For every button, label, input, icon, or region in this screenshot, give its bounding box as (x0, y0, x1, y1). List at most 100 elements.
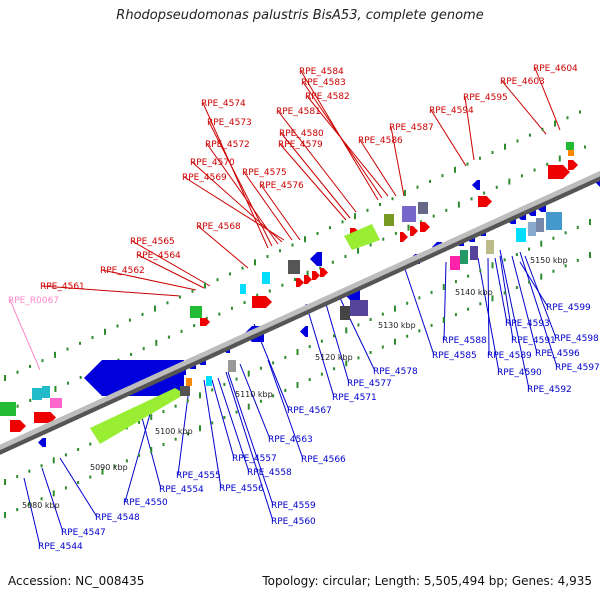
gene-feature-box[interactable] (384, 214, 394, 226)
gene-label-forward: RPE_4561 (40, 282, 85, 292)
reverse-track-tick (528, 247, 531, 251)
reverse-gene-arrow[interactable] (84, 360, 184, 396)
reverse-track-tick (345, 360, 348, 367)
forward-track-tick (216, 278, 219, 282)
reverse-track-tick (589, 219, 591, 225)
gene-feature-box[interactable] (566, 142, 574, 150)
label-leader-line (487, 257, 490, 356)
gene-label-reverse: RPE_4563 (268, 435, 313, 445)
reverse-track-tick (16, 508, 19, 512)
gene-feature-box[interactable] (262, 272, 270, 284)
forward-track-tick (470, 197, 473, 201)
forward-gene-arrow[interactable] (410, 226, 418, 236)
forward-gene-arrow[interactable] (200, 318, 210, 326)
gene-feature-box[interactable] (288, 260, 300, 274)
gene-feature-box[interactable] (568, 150, 574, 156)
reverse-track-tick (223, 416, 226, 419)
gene-feature-box[interactable] (460, 250, 468, 264)
forward-track-tick (155, 339, 158, 346)
forward-track-tick (154, 305, 156, 312)
reverse-gene-arrow[interactable] (300, 326, 308, 337)
forward-track-tick (533, 168, 536, 172)
reverse-track-tick (296, 382, 299, 388)
gene-feature-box[interactable] (516, 228, 526, 242)
reverse-gene-arrow[interactable] (472, 180, 480, 190)
forward-gene-arrow[interactable] (320, 268, 328, 277)
gene-label-reverse: RPE_4560 (271, 517, 316, 527)
reverse-track-tick (406, 334, 409, 338)
gene-feature-box[interactable] (180, 386, 190, 396)
forward-gene-arrow[interactable] (304, 275, 312, 284)
gene-feature-box[interactable] (350, 300, 368, 316)
gene-label-forward: RPE_4570 (190, 158, 235, 168)
forward-gene-arrow[interactable] (344, 224, 380, 250)
gene-feature-box[interactable] (536, 218, 544, 232)
reverse-track-tick (589, 252, 591, 258)
forward-gene-arrow[interactable] (34, 412, 56, 423)
forward-track-tick (516, 139, 519, 143)
label-leader-line (211, 379, 235, 459)
genome-backbone (0, 170, 600, 451)
gene-label-reverse: RPE_4544 (38, 542, 83, 552)
gene-label-forward: RPE_4579 (278, 140, 323, 150)
forward-track-tick (394, 231, 397, 235)
gene-feature-box[interactable] (206, 376, 212, 386)
gene-label-reverse: RPE_4588 (442, 336, 487, 346)
forward-gene-arrow[interactable] (548, 165, 570, 179)
forward-gene-arrow[interactable] (90, 388, 185, 444)
reverse-track-tick (576, 225, 579, 229)
forward-track-tick (229, 272, 231, 276)
gene-feature-box[interactable] (470, 246, 478, 260)
gene-feature-box[interactable] (486, 240, 494, 254)
reverse-track-tick (320, 339, 323, 343)
reverse-track-tick (272, 361, 275, 365)
gene-feature-box[interactable] (528, 222, 536, 236)
gene-feature-box[interactable] (42, 386, 50, 398)
gene-feature-box[interactable] (0, 402, 16, 416)
gene-feature-box[interactable] (186, 378, 192, 386)
gene-feature-box[interactable] (50, 398, 62, 408)
gene-feature-box[interactable] (190, 306, 202, 318)
reverse-track-tick (186, 432, 189, 436)
gene-feature-box[interactable] (402, 206, 416, 222)
reverse-track-tick (430, 323, 433, 327)
forward-gene-arrow[interactable] (296, 278, 304, 287)
gene-feature-box[interactable] (418, 202, 428, 214)
reverse-track-tick (369, 318, 372, 321)
forward-track-tick (16, 404, 19, 408)
gene-feature-box[interactable] (340, 306, 350, 320)
forward-gene-arrow[interactable] (10, 420, 26, 432)
reverse-track-tick (503, 291, 506, 295)
gene-feature-box[interactable] (450, 256, 460, 270)
forward-gene-arrow[interactable] (420, 222, 430, 232)
gene-label-forward: RPE_4594 (429, 106, 474, 116)
reverse-track-tick (381, 312, 384, 316)
label-leader-line (443, 261, 447, 341)
gene-label-forward: RPE_4604 (533, 64, 578, 74)
label-leader-line (499, 255, 514, 341)
reverse-gene-arrow[interactable] (38, 438, 46, 447)
forward-gene-arrow[interactable] (312, 271, 320, 280)
label-leader-line (131, 240, 211, 287)
reverse-track-tick (64, 453, 67, 457)
gene-feature-box[interactable] (32, 388, 42, 400)
forward-gene-arrow[interactable] (478, 196, 492, 207)
reverse-gene-arrow[interactable] (310, 252, 322, 266)
gene-feature-box[interactable] (240, 284, 246, 294)
gene-feature-box[interactable] (228, 360, 236, 372)
forward-track-tick (491, 150, 494, 154)
reverse-track-tick (479, 269, 482, 273)
gene-label-forward: RPE_4572 (205, 140, 250, 150)
reverse-track-tick (162, 410, 165, 414)
forward-gene-arrow[interactable] (400, 232, 408, 242)
forward-track-tick (584, 145, 586, 149)
forward-track-tick (193, 324, 196, 328)
gene-label-forward: RPE_4580 (279, 129, 324, 139)
forward-track-tick (329, 226, 331, 230)
reverse-track-tick (150, 414, 153, 420)
forward-gene-arrow[interactable] (568, 160, 578, 170)
forward-gene-arrow[interactable] (252, 296, 272, 308)
reverse-track-tick (138, 453, 141, 457)
gene-feature-box[interactable] (546, 212, 562, 230)
